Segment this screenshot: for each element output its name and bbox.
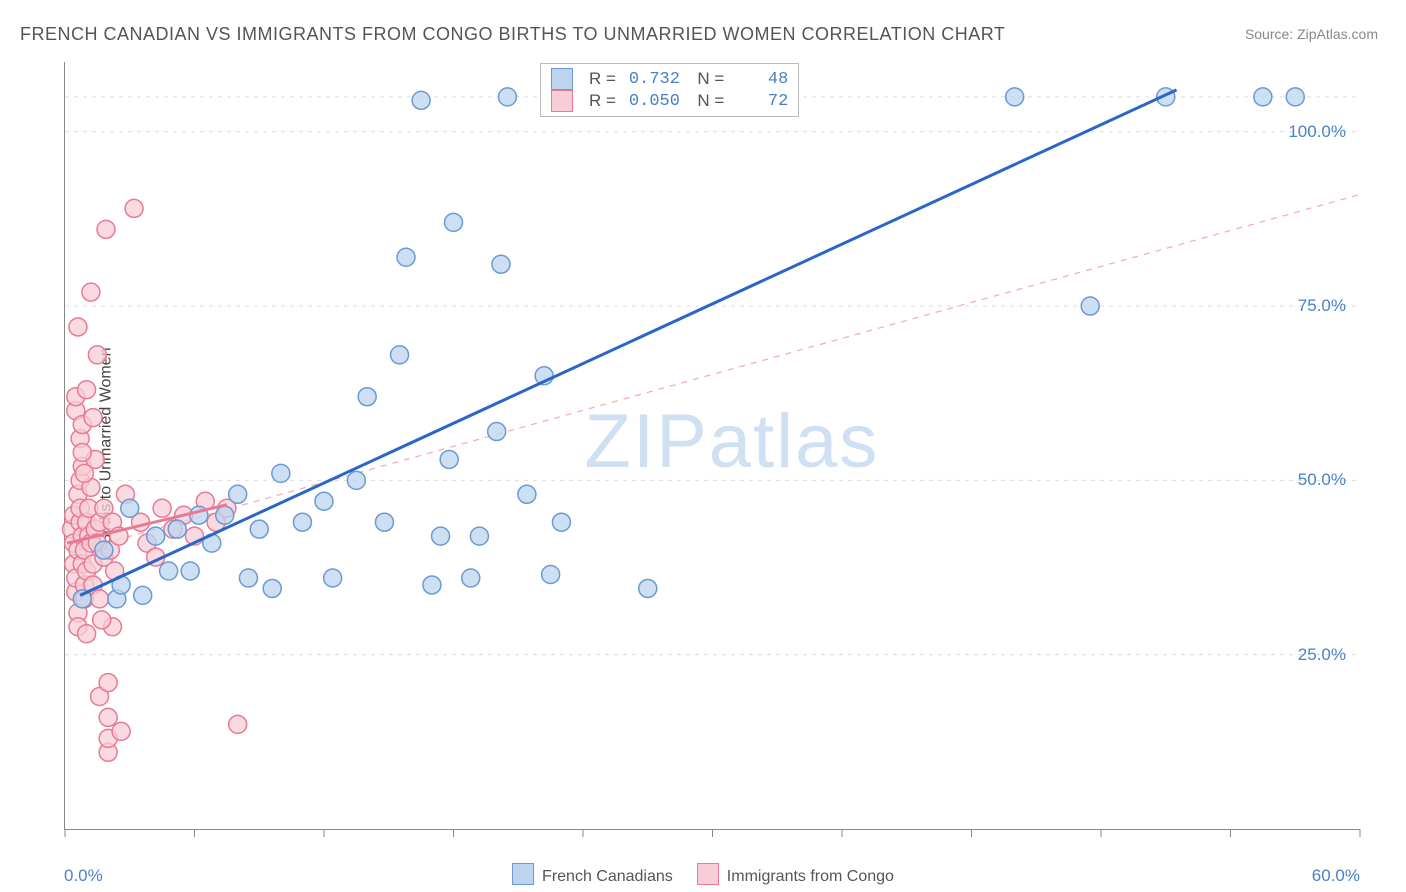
legend-swatch-1 xyxy=(512,863,534,885)
legend-label-1: French Canadians xyxy=(542,868,673,885)
y-tick-label: 100.0% xyxy=(1288,122,1346,142)
plot-svg xyxy=(65,62,1360,829)
x-axis-min-label: 0.0% xyxy=(64,866,103,886)
stats-swatch-2 xyxy=(551,90,573,112)
stats-n-1: 48 xyxy=(732,70,788,89)
chart-title: FRENCH CANADIAN VS IMMIGRANTS FROM CONGO… xyxy=(20,24,1005,45)
x-axis-max-label: 60.0% xyxy=(1312,866,1360,886)
legend-item-2: Immigrants from Congo xyxy=(697,863,894,886)
y-tick-label: 50.0% xyxy=(1298,470,1346,490)
stats-row-2: R = 0.050 N = 72 xyxy=(551,90,788,112)
chart-source: Source: ZipAtlas.com xyxy=(1245,26,1378,42)
y-tick-label: 75.0% xyxy=(1298,296,1346,316)
y-tick-label: 25.0% xyxy=(1298,645,1346,665)
legend-item-1: French Canadians xyxy=(512,863,673,886)
plot-area: ZIPatlas 25.0%50.0%75.0%100.0% xyxy=(64,62,1360,830)
stats-r-2: 0.050 xyxy=(624,92,680,111)
stats-swatch-1 xyxy=(551,68,573,90)
stats-legend: R = 0.732 N = 48 R = 0.050 N = 72 xyxy=(540,63,799,117)
legend-label-2: Immigrants from Congo xyxy=(727,868,894,885)
stats-r-1: 0.732 xyxy=(624,70,680,89)
stats-row-1: R = 0.732 N = 48 xyxy=(551,68,788,90)
stats-n-2: 72 xyxy=(732,92,788,111)
legend-swatch-2 xyxy=(697,863,719,885)
bottom-legend: French Canadians Immigrants from Congo xyxy=(512,863,894,886)
